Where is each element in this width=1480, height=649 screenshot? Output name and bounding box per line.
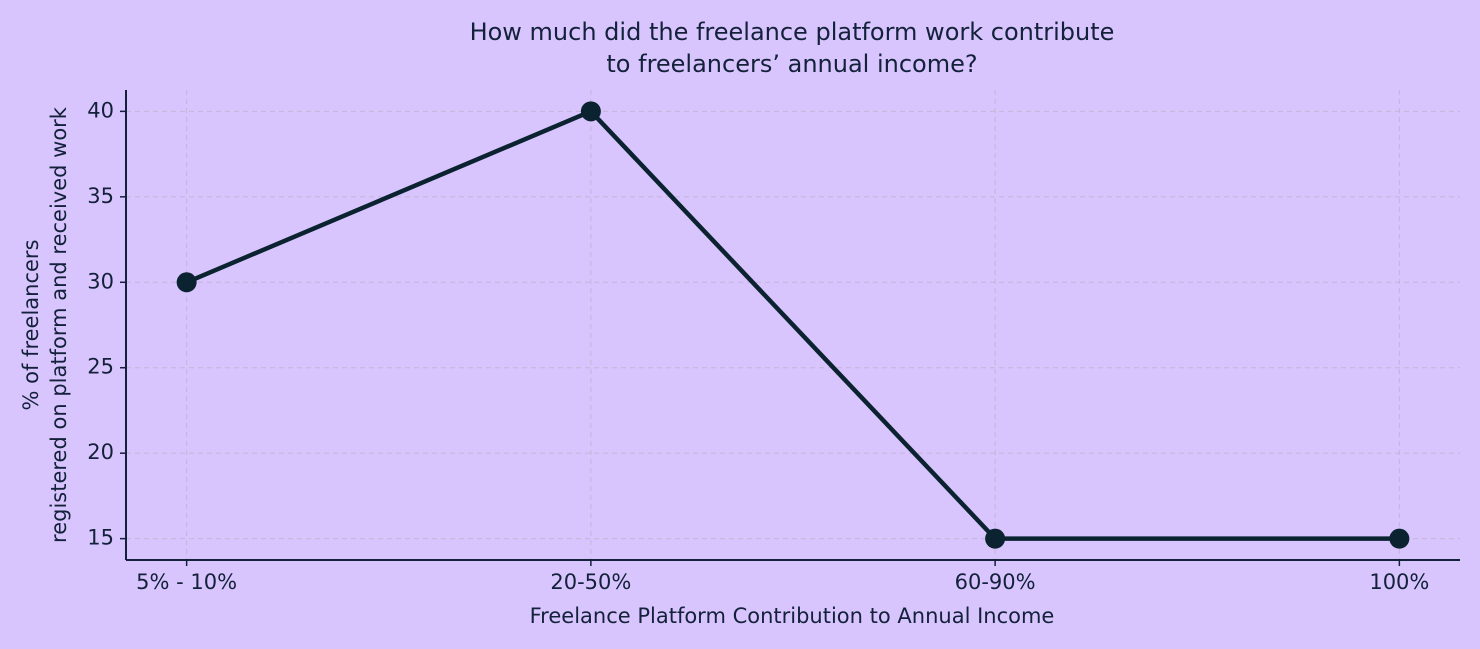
y-tick-label: 35 <box>87 184 114 208</box>
x-tick-label: 5% - 10% <box>136 570 237 594</box>
x-tick-label: 60-90% <box>955 570 1036 594</box>
data-line <box>185 109 1400 541</box>
x-axis-label: Freelance Platform Contribution to Annua… <box>530 604 1055 628</box>
y-tick-label: 25 <box>87 355 114 379</box>
chart-title: How much did the freelance platform work… <box>470 18 1115 46</box>
y-tick-label: 30 <box>87 269 114 293</box>
y-axis-label: registered on platform and received work <box>47 106 71 543</box>
y-tick-label: 40 <box>87 98 114 122</box>
data-point <box>580 101 601 122</box>
chart-title: to freelancers’ annual income? <box>606 50 977 78</box>
y-tick-label: 15 <box>87 526 114 550</box>
x-tick-label: 100% <box>1369 570 1429 594</box>
data-point <box>1389 528 1410 549</box>
data-point <box>176 272 197 293</box>
y-axis-label: % of freelancers <box>19 239 43 410</box>
x-tick-label: 20-50% <box>550 570 631 594</box>
y-tick-label: 20 <box>87 440 114 464</box>
grid <box>126 90 1460 560</box>
data-point <box>985 528 1006 549</box>
